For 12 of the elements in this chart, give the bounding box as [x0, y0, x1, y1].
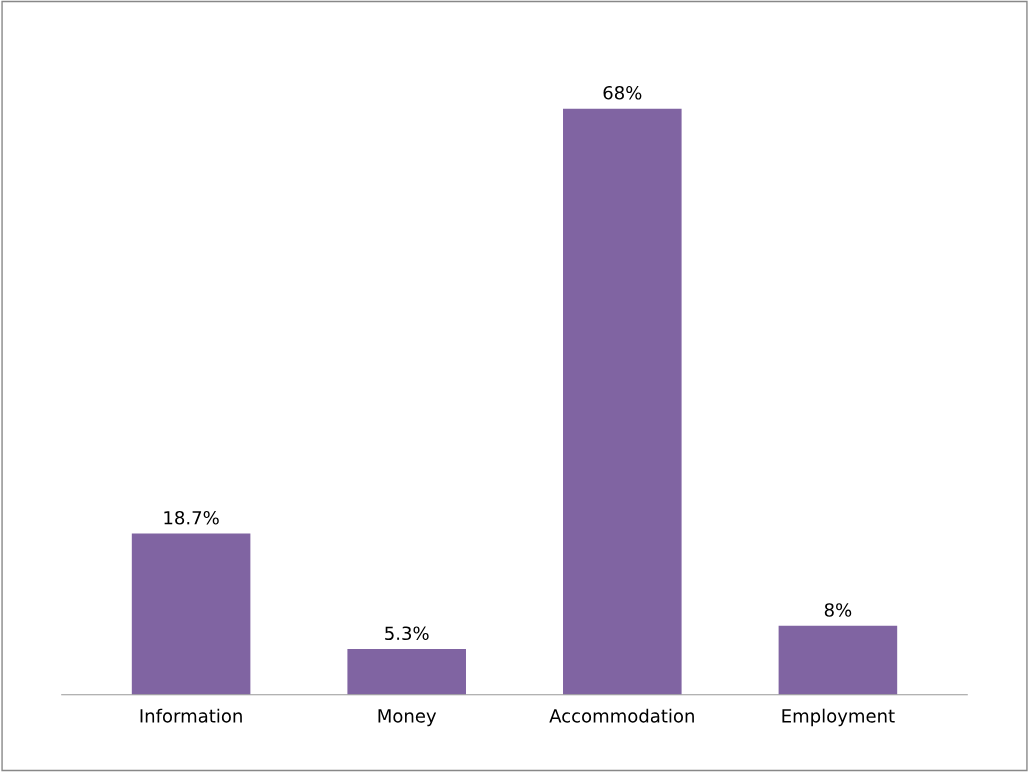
bar	[347, 649, 466, 695]
data-label: 68%	[603, 85, 642, 100]
x-tick-label: Accommodation	[549, 708, 694, 723]
x-tick-label: Information	[140, 708, 242, 723]
data-label: 5.3%	[385, 626, 429, 641]
bar	[563, 108, 682, 695]
x-tick-label: Employment	[782, 708, 895, 727]
bar	[131, 533, 251, 695]
bar	[778, 625, 898, 695]
x-tick-label: Money	[378, 709, 437, 727]
data-label: 18.7%	[164, 510, 219, 525]
data-label: 8%	[824, 603, 852, 617]
